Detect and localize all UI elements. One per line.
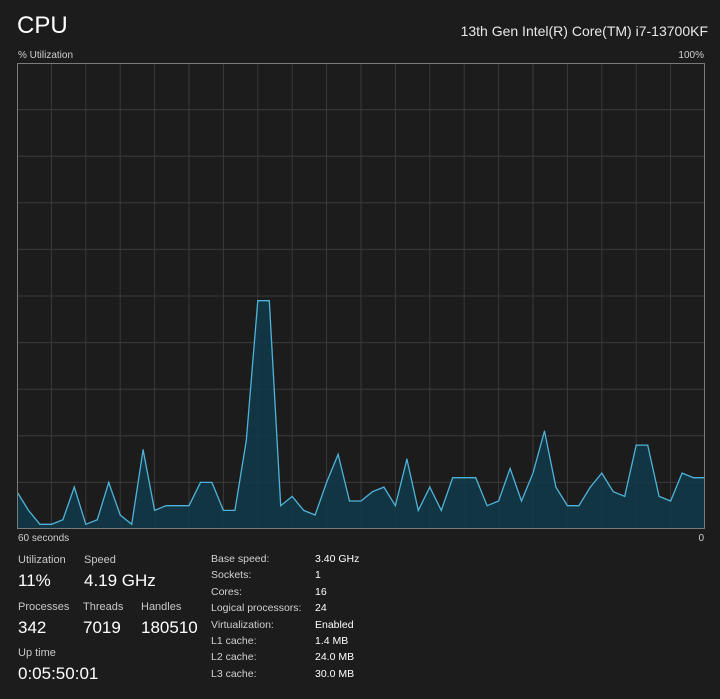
x-min-label: 0	[698, 533, 704, 544]
spec-label: Base speed:	[211, 553, 270, 565]
utilization-point	[291, 495, 293, 497]
spec-value: 24	[315, 602, 327, 615]
y-max-label: 100%	[678, 50, 704, 61]
utilization-point	[566, 505, 569, 507]
utilization-point	[222, 509, 224, 511]
spec-label: L2 cache:	[211, 651, 257, 664]
utilization-point	[681, 472, 683, 474]
utilization-point	[486, 505, 488, 507]
utilization-point	[509, 467, 511, 470]
utilization-point	[27, 509, 30, 511]
spec-label: Cores:	[211, 585, 242, 598]
utilization-point	[692, 477, 695, 479]
utilization-point	[383, 486, 385, 488]
utilization-point	[154, 509, 156, 511]
spec-value: Enabled	[315, 618, 354, 631]
spec-value: 1	[315, 569, 321, 582]
spec-value: 3.40 GHz	[315, 553, 360, 565]
utilization-point	[360, 500, 362, 502]
spec-label: L1 cache:	[211, 635, 257, 647]
utilization-point	[624, 495, 626, 497]
utilization-point	[601, 472, 603, 474]
spec-label: L3 cache:	[211, 667, 257, 680]
utilization-point	[96, 519, 98, 521]
spec-value: 30.0 MB	[315, 667, 355, 680]
utilization-point	[39, 523, 41, 525]
utilization-point	[303, 509, 305, 511]
utilization-points	[17, 300, 705, 525]
uptime-value: 0:05:50:01	[18, 664, 99, 683]
utilization-point	[475, 477, 477, 479]
utilization-point	[108, 481, 110, 483]
spec-value: 16	[315, 585, 327, 598]
utilization-point	[199, 481, 202, 483]
utilization-point	[406, 458, 408, 460]
cpu-utilization-graph	[17, 63, 705, 529]
handles-value: 180510	[141, 618, 198, 637]
utilization-point	[50, 523, 53, 525]
utilization-point	[326, 481, 328, 483]
utilization-point	[612, 491, 614, 493]
utilization-point	[520, 500, 523, 502]
utilization-point	[578, 505, 580, 507]
spec-label: Virtualization:	[211, 618, 274, 631]
spec-label: Sockets:	[211, 569, 252, 582]
utilization-point	[337, 453, 339, 456]
utilization-point	[440, 509, 442, 511]
handles-label: Handles	[141, 601, 182, 613]
utilization-point	[394, 505, 396, 507]
utilization-point	[142, 449, 144, 451]
utilization-point	[417, 509, 419, 511]
utilization-point	[452, 477, 454, 479]
spec-value: 24.0 MB	[315, 651, 355, 664]
utilization-point	[119, 514, 121, 516]
utilization-point	[314, 514, 316, 516]
utilization-point	[348, 500, 351, 502]
threads-label: Threads	[83, 601, 124, 613]
utilization-point	[73, 486, 75, 488]
utilization-point	[371, 491, 374, 493]
utilization-point	[257, 300, 259, 302]
speed-value: 4.19 GHz	[84, 571, 156, 590]
threads-value: 7019	[83, 618, 121, 637]
utilization-point	[429, 486, 431, 488]
utilization-point	[280, 505, 282, 507]
utilization-point	[62, 519, 64, 521]
utilization-point	[245, 439, 247, 442]
utilization-point	[234, 509, 236, 511]
utilization-point	[498, 500, 500, 502]
graph-border	[17, 63, 705, 529]
page-title: CPU	[17, 12, 68, 39]
utilization-point	[188, 505, 190, 507]
utilization-point	[165, 505, 167, 507]
utilization-area-fill	[17, 300, 705, 529]
spec-label: Logical processors:	[211, 602, 302, 615]
utilization-point	[463, 477, 465, 479]
x-axis-label: 60 seconds	[18, 533, 70, 544]
utilization-point	[176, 505, 179, 507]
utilization-value: 11%	[18, 571, 51, 590]
utilization-point	[543, 430, 546, 432]
y-axis-label: % Utilization	[18, 50, 74, 61]
utilization-point	[211, 481, 213, 483]
utilization-point	[647, 444, 649, 446]
processes-value: 342	[18, 618, 47, 637]
graph-grid	[17, 63, 705, 529]
utilization-label: Utilization	[18, 554, 66, 566]
utilization-point	[131, 523, 133, 525]
utilization-point	[85, 523, 87, 525]
utilization-point	[670, 500, 672, 502]
uptime-label: Up time	[18, 647, 56, 659]
utilization-point	[268, 300, 270, 302]
utilization-point	[555, 486, 557, 488]
utilization-point	[658, 495, 660, 497]
utilization-point	[635, 444, 637, 446]
processes-label: Processes	[18, 601, 70, 613]
utilization-point	[532, 472, 534, 474]
utilization-point	[589, 486, 591, 488]
spec-value: 1.4 MB	[315, 635, 349, 647]
speed-label: Speed	[84, 554, 116, 566]
cpu-model-name: 13th Gen Intel(R) Core(TM) i7-13700KF	[460, 23, 708, 39]
